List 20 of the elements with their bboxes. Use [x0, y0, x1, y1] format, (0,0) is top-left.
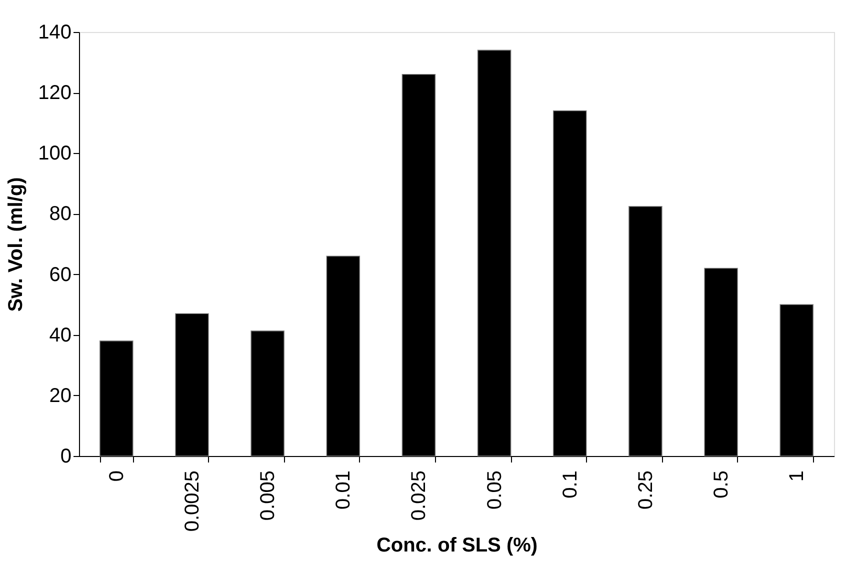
y-tick-label: 80 [49, 203, 72, 226]
x-tick-label: 0.05 [484, 470, 506, 510]
x-tick-label: 0.0025 [181, 470, 204, 532]
y-axis-title: Sw. Vol. (ml/g) [5, 177, 28, 312]
x-tick-label: 1 [786, 470, 808, 482]
x-tick-label: 0.005 [257, 470, 280, 521]
x-tick-label: 0.5 [710, 470, 733, 498]
x-tick-label: 0.025 [408, 470, 430, 521]
y-tick-label: 120 [38, 82, 72, 104]
x-tick-label: 0.1 [559, 470, 582, 498]
y-tick-label: 140 [38, 22, 72, 44]
y-tick-label: 40 [49, 324, 72, 346]
y-tick-label: 60 [49, 264, 72, 286]
y-tick-label: 20 [49, 384, 72, 407]
y-tick-label: 100 [38, 142, 72, 165]
x-tick-label: 0 [106, 470, 128, 482]
x-tick-label: 0.01 [332, 470, 355, 510]
x-tick-label: 0.25 [634, 470, 657, 510]
x-axis-title: Conc. of SLS (%) [376, 534, 538, 557]
y-tick-label: 0 [60, 446, 72, 468]
